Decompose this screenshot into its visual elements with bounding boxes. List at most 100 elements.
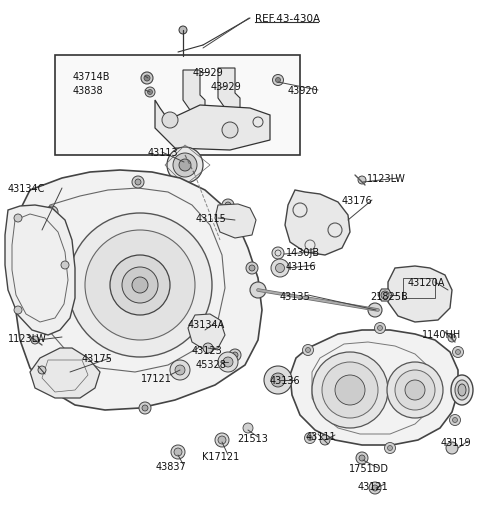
Circle shape [222,122,238,138]
Circle shape [171,445,185,459]
Circle shape [335,375,365,405]
Circle shape [68,213,212,357]
Circle shape [456,349,460,354]
Text: 43929: 43929 [193,68,224,78]
Text: 43175: 43175 [82,354,113,364]
Circle shape [38,366,46,374]
Circle shape [276,264,285,272]
Circle shape [46,206,58,218]
Bar [403,278,435,298]
Text: K17121: K17121 [202,452,239,462]
Circle shape [170,360,190,380]
Polygon shape [378,289,392,301]
Circle shape [132,176,144,188]
Ellipse shape [458,384,466,396]
Text: 43837: 43837 [156,462,187,472]
Polygon shape [5,205,75,335]
Text: 43714B: 43714B [73,72,110,82]
Circle shape [44,372,56,384]
Circle shape [132,277,148,293]
Circle shape [250,282,266,298]
Circle shape [110,255,170,315]
Circle shape [175,365,185,375]
Text: 45328: 45328 [196,360,227,370]
Circle shape [14,306,22,314]
Text: 43135: 43135 [280,292,311,302]
Circle shape [135,179,141,185]
Polygon shape [285,190,350,255]
Text: 43115: 43115 [196,214,227,224]
Circle shape [19,287,25,293]
Text: 1140HH: 1140HH [422,330,461,340]
Circle shape [405,380,425,400]
Circle shape [446,442,458,454]
Circle shape [374,322,385,334]
Circle shape [276,77,280,83]
Text: 43929: 43929 [211,82,242,92]
Text: 43121: 43121 [358,482,389,492]
Circle shape [304,432,315,444]
Polygon shape [388,266,452,322]
Text: 43120A: 43120A [408,278,445,288]
Text: 1430JB: 1430JB [286,248,320,258]
Circle shape [122,267,158,303]
Circle shape [229,349,241,361]
Circle shape [264,366,292,394]
Circle shape [215,433,229,447]
Circle shape [14,214,22,222]
Circle shape [320,435,330,445]
Circle shape [218,436,226,444]
Text: 43920: 43920 [288,86,319,96]
Text: 43136: 43136 [270,376,300,386]
Text: 43838: 43838 [73,86,104,96]
Polygon shape [188,314,225,350]
Circle shape [218,352,238,372]
Polygon shape [218,68,240,108]
Ellipse shape [451,375,473,405]
Circle shape [356,452,368,464]
Circle shape [162,112,178,128]
Circle shape [173,153,197,177]
Circle shape [369,482,381,494]
Circle shape [453,347,464,358]
Circle shape [174,448,182,456]
Circle shape [246,262,258,274]
Polygon shape [155,100,270,150]
Circle shape [302,345,313,356]
Circle shape [167,147,203,183]
Circle shape [249,265,255,271]
Circle shape [141,72,153,84]
Text: 43123: 43123 [192,346,223,356]
Circle shape [61,261,69,269]
Polygon shape [290,330,458,445]
Polygon shape [183,70,205,110]
Text: 43113: 43113 [148,148,179,158]
Text: 43111: 43111 [306,432,336,442]
Circle shape [232,352,238,358]
Text: REF.43-430A: REF.43-430A [255,14,320,24]
Text: 43134C: 43134C [8,184,46,194]
Circle shape [179,26,187,34]
Text: 43134A: 43134A [188,320,225,330]
Circle shape [179,159,191,171]
Text: 43119: 43119 [441,438,472,448]
Circle shape [381,291,389,299]
Circle shape [16,284,28,296]
Circle shape [31,336,39,344]
Polygon shape [30,348,100,398]
Text: 43116: 43116 [286,262,317,272]
Text: 43176: 43176 [342,196,373,206]
Polygon shape [215,204,256,238]
Circle shape [358,176,366,184]
Polygon shape [12,170,262,410]
Text: 21513: 21513 [237,434,268,444]
Text: 17121: 17121 [141,374,172,384]
Text: 1751DD: 1751DD [349,464,389,474]
Circle shape [144,75,150,81]
Text: 1123LW: 1123LW [8,334,47,344]
Circle shape [47,375,53,381]
Circle shape [243,423,253,433]
Circle shape [368,303,382,317]
Ellipse shape [455,380,469,400]
Circle shape [147,89,153,94]
